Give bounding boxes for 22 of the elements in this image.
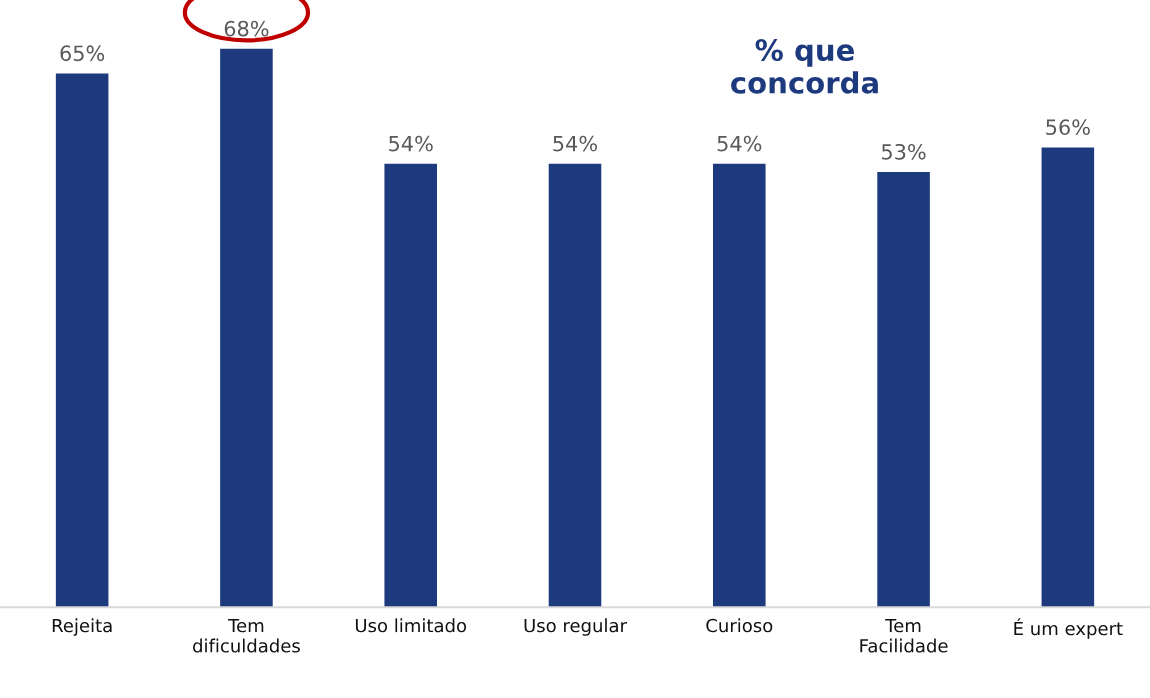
bar [548, 163, 602, 608]
x-tick-label: Tem Facilidade [860, 618, 948, 653]
data-label: 54% [717, 135, 762, 152]
x-tick-label: Tem dificuldades [193, 618, 300, 653]
data-label: 54% [389, 135, 433, 152]
x-tick-label: Uso limitado [355, 618, 467, 633]
data-label: 53% [882, 143, 926, 160]
bar [1041, 147, 1095, 608]
x-tick-label: Curioso [706, 618, 773, 633]
bar [55, 73, 109, 608]
chart-title: % que concorda [731, 39, 878, 94]
bar [713, 163, 766, 608]
data-label: 68% [224, 20, 269, 37]
data-label: 54% [553, 135, 597, 152]
x-tick-label: Rejeita [52, 618, 112, 636]
data-label: 65% [60, 45, 105, 62]
bar [220, 48, 273, 608]
x-tick-label: É um expert [1014, 618, 1123, 639]
x-tick-label: Uso regular [524, 618, 627, 636]
data-label: 56% [1046, 119, 1090, 136]
bar [877, 172, 930, 608]
bar [384, 163, 437, 608]
